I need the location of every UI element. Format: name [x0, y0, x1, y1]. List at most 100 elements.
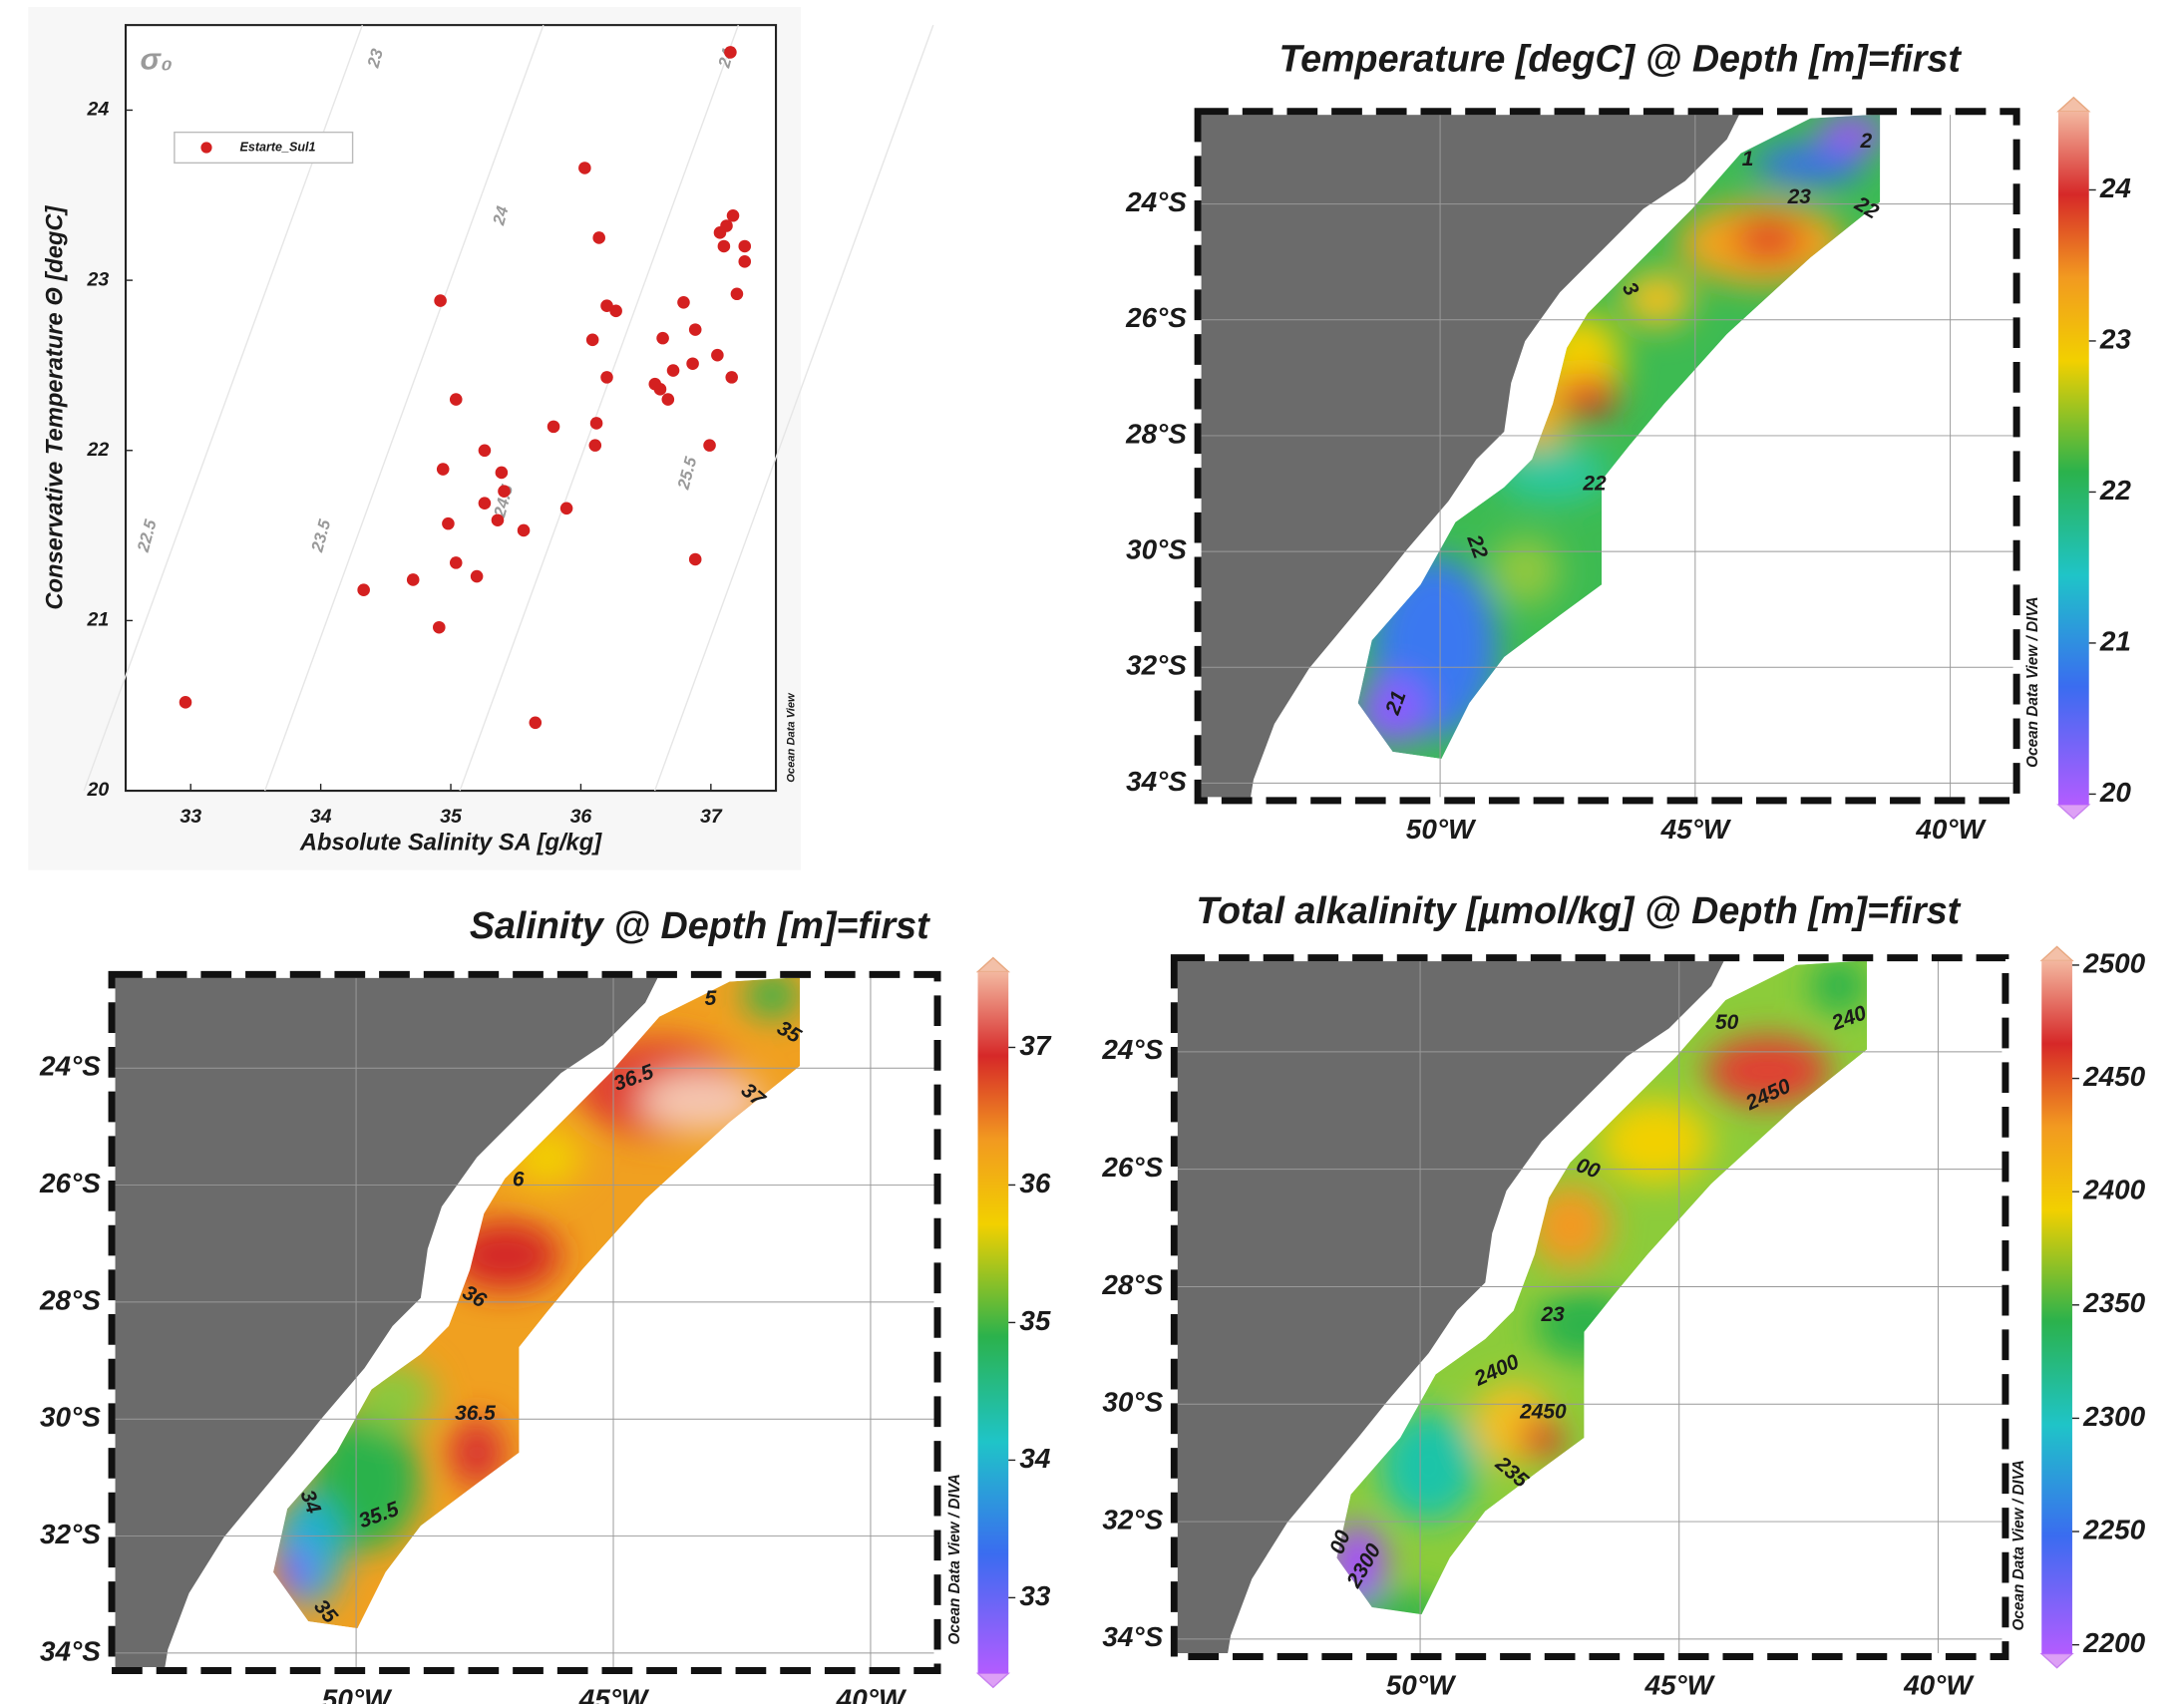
field-blob — [1704, 1035, 1831, 1106]
data-point — [724, 46, 737, 59]
contour-label: 22 — [1582, 472, 1607, 495]
data-point — [478, 497, 492, 510]
y-tick-label: 20 — [87, 779, 110, 801]
data-point — [449, 393, 463, 406]
x-tick-label: 50°W — [1386, 1670, 1457, 1701]
map-title: Salinity @ Depth [m]=first — [470, 904, 930, 946]
credit: Ocean Data View / DIVA — [946, 1474, 963, 1644]
colorbar-tick-label: 22 — [2099, 475, 2132, 506]
data-point — [433, 620, 446, 634]
y-tick-label: 30°S — [1126, 533, 1187, 564]
y-tick-label: 22 — [87, 439, 110, 461]
frame — [108, 970, 941, 1674]
contour-label: 23 — [1787, 185, 1812, 208]
y-tick-label: 32°S — [40, 1519, 101, 1549]
y-tick-label: 32°S — [1102, 1504, 1163, 1534]
colorbar-tick-label: 36 — [1019, 1168, 1051, 1198]
data-point — [470, 569, 484, 583]
x-tick-label: 40°W — [1903, 1670, 1975, 1701]
x-tick-label: 50°W — [322, 1684, 393, 1704]
contour-label: 2 — [1859, 130, 1872, 153]
field-blob — [277, 1543, 311, 1600]
y-tick-label: 28°S — [1101, 1269, 1163, 1300]
colorbar-top — [2039, 945, 2074, 962]
y-tick-label: 30°S — [40, 1402, 101, 1433]
contour-label: 6 — [513, 1169, 525, 1192]
colorbar-tick-label: 24 — [2099, 172, 2132, 203]
y-tick-label: 34°S — [1102, 1621, 1163, 1652]
data-point — [666, 364, 680, 377]
field-blob — [1733, 218, 1804, 261]
field-blob — [1357, 675, 1428, 745]
colorbar-tick-label: 2350 — [2082, 1287, 2146, 1318]
y-tick-label: 32°S — [1126, 650, 1187, 681]
field-blob — [1754, 145, 1867, 184]
contour-label: 2450 — [1519, 1401, 1567, 1424]
colorbar-tick-label: 23 — [2099, 323, 2132, 354]
colorbar-tick-label: 2250 — [2082, 1514, 2146, 1544]
map-body — [112, 974, 938, 1671]
field-blob — [1810, 960, 1867, 1014]
data-point — [179, 696, 192, 709]
frame — [1194, 108, 2020, 805]
colorbar-tick-label: 35 — [1019, 1305, 1051, 1336]
x-tick-label: 40°W — [1915, 814, 1987, 845]
data-point — [592, 231, 605, 244]
field-blob — [1817, 115, 1881, 150]
isopycnal — [263, 24, 545, 792]
data-point — [609, 304, 622, 318]
contour-label: 36.5 — [455, 1402, 496, 1425]
data-point — [738, 239, 752, 253]
data-point — [686, 357, 699, 371]
y-tick-label: 24°S — [1125, 186, 1187, 217]
y-tick-label: 34°S — [40, 1635, 101, 1666]
map-body — [1174, 957, 2005, 1657]
x-tick-label: 45°W — [578, 1684, 650, 1704]
x-tick-label: 35 — [440, 806, 463, 828]
field-blob — [1528, 1184, 1613, 1268]
data-point — [726, 208, 740, 222]
colorbar — [977, 971, 1009, 1674]
y-tick-label: 24°S — [39, 1051, 101, 1082]
data-point — [589, 417, 603, 430]
field-blob — [1557, 375, 1619, 418]
frame — [1170, 954, 2009, 1661]
field-blob — [1490, 535, 1561, 606]
credit: Ocean Data View / DIVA — [2024, 596, 2041, 767]
data-point — [436, 463, 450, 476]
field-blob — [1521, 1417, 1563, 1459]
contour-label: 23 — [1541, 1303, 1566, 1326]
colorbar — [2041, 960, 2072, 1654]
colorbar-tick-label: 21 — [2099, 625, 2131, 656]
data-point — [656, 331, 669, 345]
field-blob — [1379, 1410, 1478, 1523]
contour-label: 5 — [705, 987, 717, 1010]
data-point — [688, 552, 702, 566]
x-tick-label: 45°W — [1643, 1670, 1715, 1701]
colorbar-tick-label: 2450 — [2082, 1061, 2146, 1092]
colorbar-tick-label: 2200 — [2082, 1627, 2146, 1658]
field-blobs — [1336, 960, 1867, 1615]
land — [1198, 111, 1741, 801]
x-tick-label: 50°W — [1406, 814, 1477, 845]
x-tick-label: 40°W — [836, 1684, 908, 1704]
isopycnal-label: 24 — [489, 203, 513, 228]
data-point — [585, 333, 599, 347]
data-point — [653, 383, 667, 396]
isopycnal-label: σ₀ — [140, 42, 173, 77]
data-point — [688, 323, 702, 336]
y-tick-label: 34°S — [1126, 766, 1187, 797]
data-point — [600, 299, 613, 312]
y-tick-label: 26°S — [1101, 1152, 1163, 1183]
y-tick-label: 24 — [87, 99, 110, 121]
data-point — [738, 255, 752, 268]
data-point — [442, 516, 455, 530]
legend-marker — [200, 142, 212, 154]
land — [112, 974, 660, 1671]
data-point — [677, 296, 690, 309]
colorbar-tick-label: 34 — [1019, 1443, 1051, 1474]
data-point — [517, 523, 531, 537]
y-tick-label: 21 — [87, 609, 110, 631]
data-point — [711, 348, 724, 362]
